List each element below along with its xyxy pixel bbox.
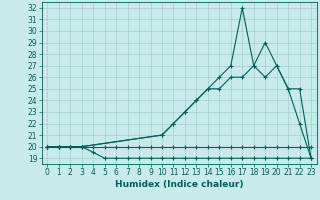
X-axis label: Humidex (Indice chaleur): Humidex (Indice chaleur): [115, 180, 244, 189]
